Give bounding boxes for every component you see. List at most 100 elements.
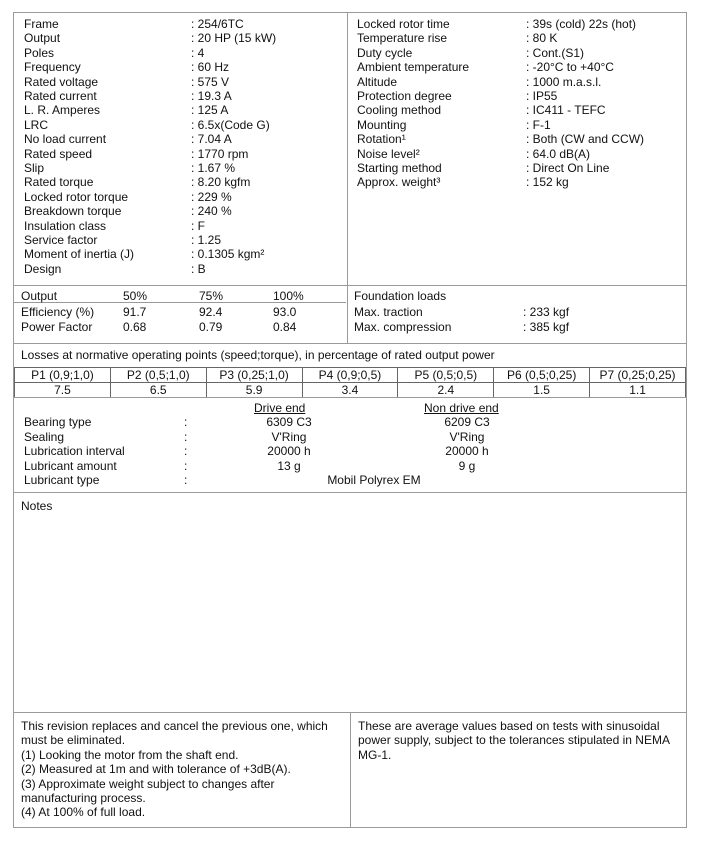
losses-title: Losses at normative operating points (sp… [21,348,495,362]
bearing-label: Lubrication interval [24,444,125,458]
spec-value: : Cont.(S1) [526,45,585,60]
spec-value: : 254/6TC [191,17,244,31]
spec-label: Approx. weight³ [357,175,441,190]
colon: : [184,415,188,429]
spec-value: : 4 [191,45,205,60]
loss-point-value: 6.5 [109,382,207,398]
loss-point-header: P6 (0,5;0,25) [493,367,591,383]
spec-value: : 1.67 % [191,161,236,175]
loss-point-header: P1 (0,9;1,0) [14,367,111,383]
spec-label: Altitude [357,74,398,89]
notes-section: Notes [13,492,687,713]
spec-label: Moment of inertia (J) [24,247,135,262]
spec-label: Rated current [24,89,97,103]
spec-value: : 64.0 dB(A) [526,146,591,161]
spec-value: : 20 HP (15 kW) [191,31,277,46]
general-data-section: Frame: 254/6TC Output: 20 HP (15 kW) Poles… [13,12,687,286]
spec-value: : IP55 [526,89,558,103]
spec-value: : 0.1305 kgm² [191,247,265,262]
spec-label: Rated voltage [24,74,99,89]
spec-label: Ambient temperature [357,60,470,75]
footer-note-line: MG-1. [358,747,392,762]
loss-point-header: P2 (0,5;1,0) [109,367,207,383]
foundation-label: Max. compression [354,320,452,334]
spec-value: : F-1 [526,117,551,132]
spec-value: : Both (CW and CCW) [526,132,645,147]
bearing-label: Bearing type [24,415,92,429]
performance-value: 0.79 [199,320,223,334]
spec-label: Slip [24,161,45,175]
footer-note-line: This revision replaces and cancel the pr… [21,719,328,733]
spec-value: : -20°C to +40°C [526,60,614,75]
performance-label: Efficiency (%) [21,305,95,319]
footer-note-line: (1) Looking the motor from the shaft end… [21,747,239,762]
spec-value: : 39s (cold) 22s (hot) [526,17,637,31]
performance-header: 50% [123,289,148,303]
colon: : [184,444,188,458]
loss-point-value: 2.4 [397,382,495,398]
spec-label: Locked rotor torque [24,189,129,204]
spec-label: Insulation class [24,218,107,233]
loss-point-value: 7.5 [14,382,111,398]
spec-label: Noise level² [357,146,420,161]
performance-header: Output [21,289,58,303]
spec-label: L. R. Amperes [24,103,101,118]
spec-value: : 1770 rpm [191,146,249,161]
spec-value: : 8.20 kgfm [191,175,251,190]
drive-end-header: Drive end [254,401,306,415]
lubricant-type-value: Mobil Polyrex EM [327,473,421,487]
footer-note-line: (4) At 100% of full load. [21,805,146,820]
footer-section: This revision replaces and cancel the pr… [13,712,687,828]
colon: : [184,473,188,487]
performance-header: 100% [273,289,304,303]
loss-point-value: 5.9 [205,382,303,398]
spec-label: Protection degree [357,89,452,103]
spec-value: : 7.04 A [191,132,232,147]
loss-point-header: P5 (0,5;0,5) [397,367,495,383]
spec-label: Service factor [24,233,98,247]
spec-label: Design [24,261,62,276]
spec-value: : F [191,218,205,233]
spec-label: Starting method [357,161,442,175]
footer-note-line: manufacturing process. [21,791,146,806]
bearing-label: Sealing [24,429,65,444]
spec-value: : IC411 - TEFC [526,103,606,118]
spec-label: Frame [24,17,59,31]
performance-value: 92.4 [199,305,223,319]
losses-table: P1 (0,9;1,0) P2 (0,5;1,0) P3 (0,25;1,0) P4 … [14,367,686,398]
non-drive-end-value: V'Ring [449,429,485,444]
spec-label: Rated torque [24,175,94,190]
performance-label: Power Factor [21,320,93,334]
spec-value: : 6.5x(Code G) [191,117,270,132]
spec-label: Mounting [357,117,407,132]
drive-end-value: 6309 C3 [266,415,312,429]
performance-section: Output 50% 75% 100% Efficiency (%) 91.7 92.4 93… [13,285,687,344]
spec-value: : 19.3 A [191,89,232,103]
drive-end-value: 20000 h [267,444,311,458]
spec-label: Locked rotor time [357,17,450,31]
bearing-label: Lubricant amount [24,458,117,473]
spec-value: : 80 K [526,31,558,46]
non-drive-end-value: 20000 h [445,444,489,458]
spec-value: : 1.25 [191,233,222,247]
colon: : [184,458,188,473]
spec-value: : Direct On Line [526,161,610,175]
lubricant-type-label: Lubricant type [24,473,100,487]
performance-value: 91.7 [123,305,147,319]
spec-value: : 60 Hz [191,60,230,75]
spec-label: Breakdown torque [24,204,122,219]
loss-point-header: P3 (0,25;1,0) [205,367,303,383]
footer-right-notes: These are average values based on tests … [358,719,670,762]
non-drive-end-value: 9 g [458,458,476,473]
footer-note-line: power supply, subject to the tolerances … [358,733,670,748]
spec-label: Frequency [24,60,81,75]
spec-value: : 1000 m.a.s.l. [526,74,602,89]
notes-title: Notes [21,499,53,513]
loss-point-header: P4 (0,9;0,5) [301,367,399,383]
spec-label: Poles [24,45,55,60]
non-drive-end-header: Non drive end [424,401,499,415]
performance-value: 0.84 [273,320,297,334]
loss-point-value: 1.1 [589,382,686,398]
spec-label: Rated speed [24,146,93,161]
spec-value: : 125 A [191,103,229,118]
